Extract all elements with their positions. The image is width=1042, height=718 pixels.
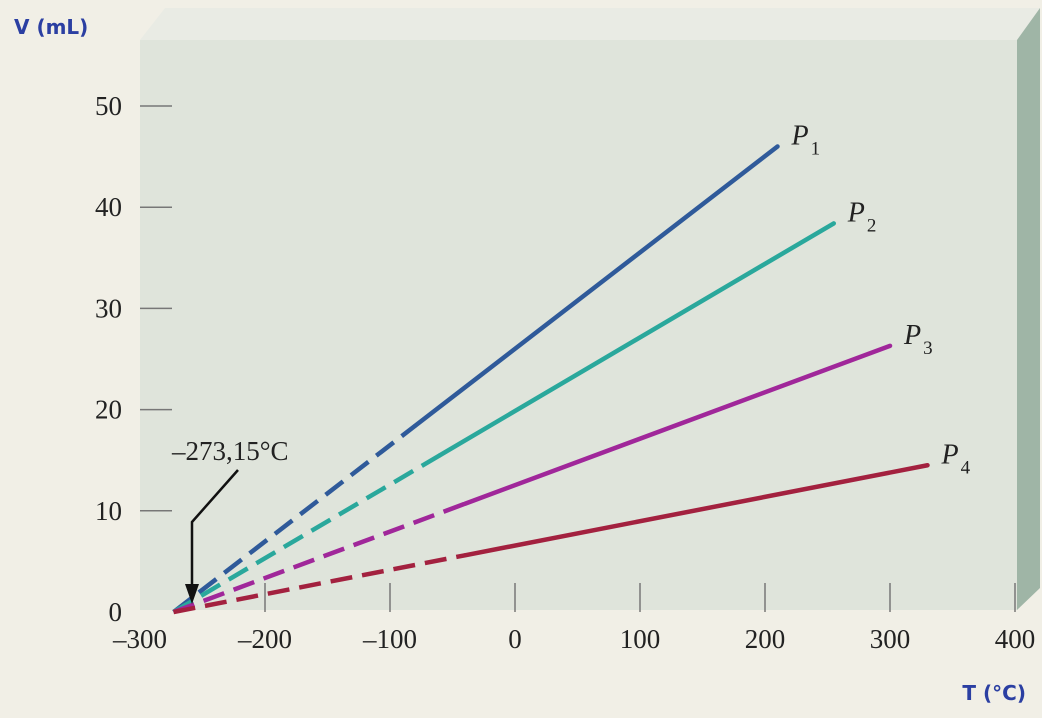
y-tick-label: 50 xyxy=(95,91,122,121)
y-tick-label: 10 xyxy=(95,496,122,526)
series-p3-extrapolation xyxy=(172,501,466,615)
y-tick-label: 0 xyxy=(109,597,123,627)
series-p2-line xyxy=(437,221,836,458)
absolute-zero-annotation: –273,15°C xyxy=(171,436,289,604)
y-tick-label: 30 xyxy=(95,293,122,323)
y-axis-ticks: 0 10 20 30 40 50 xyxy=(95,91,172,627)
series-lines xyxy=(172,144,930,615)
x-axis-title: T (°C) xyxy=(962,681,1026,705)
series-p4-extrapolation xyxy=(173,553,466,615)
x-tick-label: 300 xyxy=(870,624,911,654)
x-tick-label: 400 xyxy=(995,624,1036,654)
series-p4-line xyxy=(462,463,930,558)
absolute-zero-arrow-head xyxy=(185,584,199,604)
panel-top-face xyxy=(140,8,1040,40)
series-p1-extrapolation xyxy=(172,424,417,614)
x-tick-label: –100 xyxy=(362,624,417,654)
absolute-zero-label: –273,15°C xyxy=(171,436,289,466)
x-tick-label: –200 xyxy=(237,624,292,654)
x-tick-label: 100 xyxy=(620,624,661,654)
y-tick-label: 20 xyxy=(95,395,122,425)
x-axis-ticks: –300 –200 –100 0 100 200 300 400 xyxy=(112,583,1035,654)
x-tick-label: 200 xyxy=(745,624,786,654)
y-axis-title: V (mL) xyxy=(14,15,88,39)
series-p3-line xyxy=(462,343,893,506)
series-labels: P 1 P 2 P 3 P 4 xyxy=(791,120,971,478)
y-tick-label: 40 xyxy=(95,192,122,222)
x-tick-label: –300 xyxy=(112,624,167,654)
absolute-zero-arrow-line xyxy=(190,469,239,588)
series-p1-line xyxy=(412,144,780,429)
x-tick-label: 0 xyxy=(508,624,522,654)
panel-right-face xyxy=(1017,8,1040,610)
series-p2-extrapolation xyxy=(172,453,442,614)
panel-front-face xyxy=(140,40,1017,610)
